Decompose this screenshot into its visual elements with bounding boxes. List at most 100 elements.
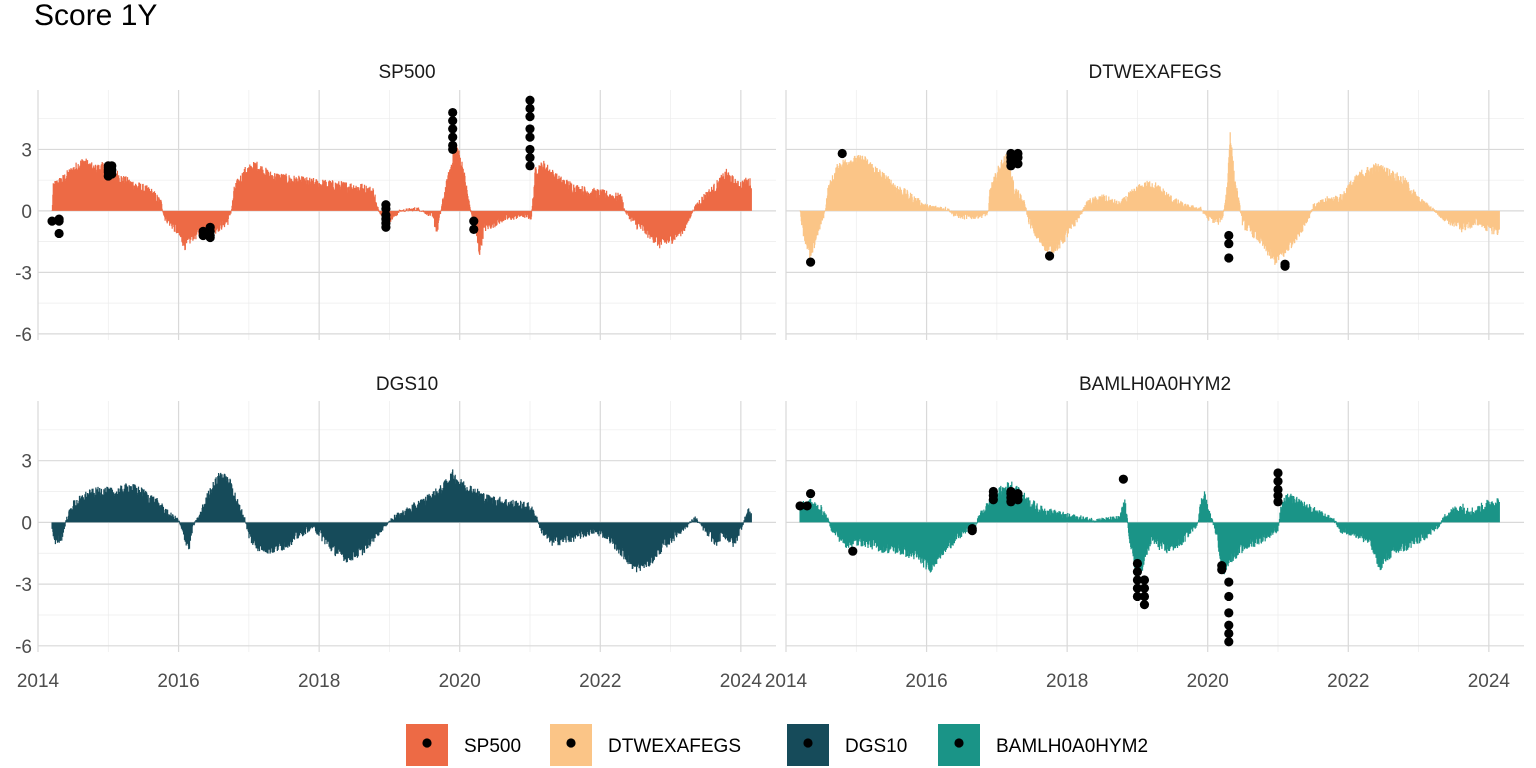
- event-point: [1139, 583, 1150, 593]
- x-tick-label: 2020: [1187, 671, 1229, 692]
- event-point: [1139, 591, 1150, 602]
- gridlines: [785, 90, 1524, 340]
- event-point: [802, 501, 812, 511]
- series-area-dtwexafegs: [799, 132, 1500, 265]
- event-point: [525, 124, 535, 134]
- x-tick-label: 2018: [298, 671, 340, 692]
- event-point: [1224, 637, 1234, 647]
- event-point: [525, 161, 535, 171]
- legend-label: BAMLH0A0HYM2: [996, 736, 1148, 757]
- x-tick-label: 2014: [765, 671, 808, 692]
- event-points: [795, 468, 1283, 647]
- event-point: [1118, 474, 1128, 484]
- event-point: [1224, 608, 1234, 618]
- event-point: [988, 486, 998, 497]
- panel-dtwexafegs: DTWEXAFEGS: [785, 62, 1524, 340]
- x-tick-label: 2016: [905, 671, 947, 692]
- event-point: [448, 107, 458, 118]
- legend-label: DTWEXAFEGS: [608, 736, 741, 757]
- event-point: [1132, 567, 1143, 577]
- event-point: [525, 144, 535, 155]
- event-point: [205, 232, 215, 243]
- event-point: [54, 216, 64, 226]
- legend-item-bamlh0a0hym2: BAMLH0A0HYM2: [938, 724, 1148, 766]
- y-tick-label: -3: [15, 575, 32, 596]
- y-tick-label: 3: [21, 140, 32, 161]
- event-point: [1132, 558, 1143, 569]
- facet-panels: SP500 -6 -3 0 3 DTWEXAFEGS DGS10 -6 -3 0 3 2014 2016…: [15, 62, 1524, 692]
- legend-point: [422, 738, 432, 748]
- event-points: [806, 148, 1290, 271]
- event-point: [525, 112, 535, 122]
- legend-item-sp500: SP500: [406, 724, 521, 766]
- event-point: [1273, 476, 1283, 486]
- legend-label: DGS10: [845, 736, 907, 757]
- facet-label: BAMLH0A0HYM2: [1079, 374, 1231, 395]
- event-point: [1224, 620, 1234, 630]
- event-point: [448, 144, 458, 155]
- event-point: [469, 224, 479, 234]
- event-point: [1224, 628, 1234, 639]
- event-point: [1139, 600, 1150, 610]
- event-point: [1132, 591, 1143, 602]
- y-tick-label: -3: [15, 263, 32, 284]
- event-point: [1132, 583, 1143, 593]
- event-point: [525, 95, 535, 105]
- series-area-dgs10: [51, 469, 752, 573]
- legend-item-dgs10: DGS10: [787, 724, 907, 766]
- event-point: [1280, 261, 1290, 271]
- x-tick-label: 2016: [157, 671, 199, 692]
- x-tick-label: 2014: [17, 671, 60, 692]
- event-point: [967, 526, 977, 536]
- event-point: [107, 161, 117, 171]
- event-point: [469, 216, 479, 226]
- event-point: [1224, 253, 1234, 263]
- event-point: [806, 488, 816, 499]
- event-point: [47, 216, 57, 226]
- event-point: [1013, 148, 1023, 159]
- x-tick-label: 2018: [1046, 671, 1088, 692]
- event-point: [837, 148, 847, 159]
- event-point: [1224, 591, 1234, 602]
- event-point: [806, 257, 816, 267]
- y-tick-label: -6: [15, 325, 32, 346]
- panel-sp500: SP500 -6 -3 0 3: [15, 62, 776, 346]
- x-tick-label: 2022: [579, 671, 621, 692]
- facet-label: SP500: [378, 62, 435, 83]
- panel-bamlh0a0hym2: BAMLH0A0HYM2 2014 2016 2018 2020 2022 2024: [765, 374, 1524, 692]
- event-points: [47, 95, 535, 243]
- facet-label: DGS10: [376, 374, 438, 395]
- event-point: [1273, 468, 1283, 478]
- y-tick-label: 0: [21, 513, 32, 534]
- panel-dgs10: DGS10 -6 -3 0 3 2014 2016 2018 2020 2022 2024: [15, 374, 776, 692]
- legend-point: [803, 738, 813, 748]
- y-tick-label: 0: [21, 202, 32, 223]
- y-tick-label: -6: [15, 637, 32, 658]
- event-point: [1224, 577, 1234, 587]
- y-tick-label: 3: [21, 452, 32, 473]
- event-point: [1217, 565, 1227, 575]
- event-point: [1139, 575, 1150, 585]
- event-point: [1132, 575, 1143, 585]
- event-point: [525, 103, 535, 114]
- chart-title: Score 1Y: [34, 0, 157, 32]
- legend-point: [566, 738, 576, 748]
- event-point: [448, 116, 458, 126]
- legend-point: [954, 738, 964, 748]
- gridlines: [37, 90, 776, 340]
- event-point: [198, 230, 208, 241]
- facet-label: DTWEXAFEGS: [1088, 62, 1221, 83]
- event-point: [1273, 497, 1283, 507]
- event-point: [525, 153, 535, 163]
- series-area-sp500: [51, 143, 752, 255]
- event-point: [448, 132, 458, 142]
- event-point: [848, 546, 858, 556]
- legend-item-dtwexafegs: DTWEXAFEGS: [550, 724, 741, 766]
- event-point: [525, 132, 535, 142]
- event-point: [54, 228, 64, 239]
- event-point: [1044, 251, 1055, 261]
- x-tick-label: 2020: [439, 671, 481, 692]
- x-tick-label: 2024: [720, 671, 763, 692]
